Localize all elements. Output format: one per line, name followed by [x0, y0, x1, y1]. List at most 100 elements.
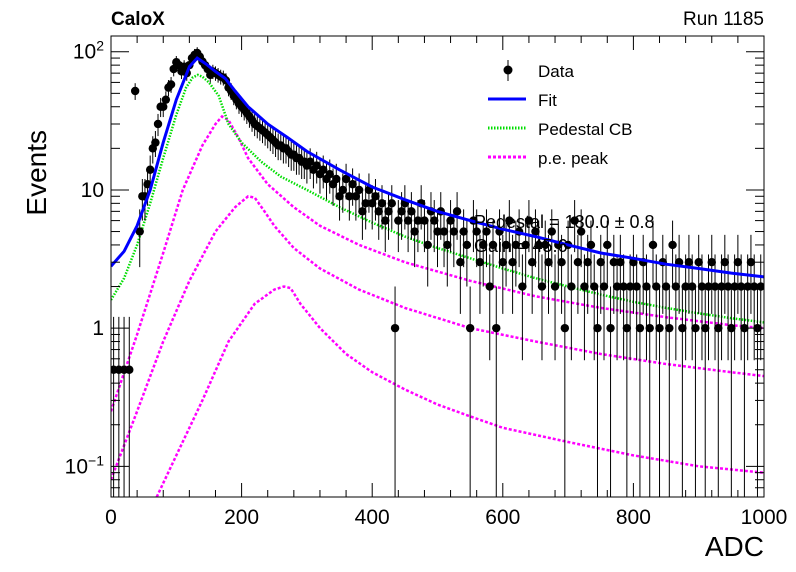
- data-point: [390, 286, 400, 497]
- data-point: [508, 234, 517, 314]
- data-point: [544, 234, 553, 314]
- data-point-marker: [733, 258, 743, 267]
- data-point-marker: [694, 258, 703, 267]
- data-point: [704, 254, 713, 361]
- data-point-marker: [488, 240, 498, 250]
- data-point-marker: [740, 323, 749, 333]
- data-point: [482, 209, 491, 268]
- data-point: [518, 254, 527, 361]
- data-point-marker: [524, 216, 534, 225]
- data-point-marker: [593, 323, 602, 333]
- pe-peak-curve-1: [111, 114, 764, 412]
- data-point: [694, 234, 703, 314]
- data-point-marker: [661, 282, 671, 291]
- pedestal-annotation: Pedestal = 130.0 ± 0.8: [474, 212, 655, 232]
- data-point-marker: [135, 227, 144, 236]
- data-point-marker: [599, 282, 609, 291]
- data-point-marker: [736, 282, 746, 291]
- data-point-marker: [423, 240, 432, 250]
- data-point-marker: [652, 282, 661, 291]
- data-point: [153, 113, 163, 137]
- legend-entry-data: Data: [503, 60, 574, 81]
- data-point: [609, 234, 619, 314]
- x-tick-label: 200: [224, 506, 259, 529]
- data-point: [413, 200, 423, 253]
- data-point-marker: [151, 138, 160, 147]
- data-point-marker: [325, 169, 334, 179]
- data-point-marker: [374, 207, 383, 216]
- data-point: [697, 254, 707, 361]
- data-point-marker: [648, 240, 658, 250]
- data-point-marker: [746, 258, 756, 267]
- x-tick-label: 1000: [741, 506, 788, 529]
- data-point-marker: [590, 282, 599, 291]
- data-point: [374, 192, 383, 240]
- data-point: [384, 192, 393, 240]
- data-point-marker: [153, 119, 163, 129]
- data-point: [560, 286, 570, 497]
- data-point-marker: [750, 282, 759, 291]
- data-point-marker: [462, 240, 472, 250]
- data-point: [541, 220, 550, 287]
- data-points-layer: [111, 47, 764, 497]
- data-point-marker: [452, 207, 462, 216]
- data-point-marker: [606, 323, 615, 333]
- data-point: [456, 234, 465, 314]
- data-point: [550, 254, 560, 361]
- data-point-marker: [567, 282, 576, 291]
- data-point: [485, 254, 494, 361]
- data-point: [501, 220, 511, 287]
- data-point-marker: [420, 216, 429, 225]
- data-point-marker: [511, 240, 521, 250]
- data-point: [586, 220, 596, 287]
- legend-label-fit: Fit: [538, 91, 557, 110]
- data-point: [119, 316, 129, 497]
- data-point-marker: [348, 180, 357, 189]
- data-point: [750, 254, 759, 361]
- data-point-marker: [465, 323, 475, 333]
- data-point-marker: [547, 227, 556, 236]
- data-point-marker: [145, 165, 155, 174]
- data-point-marker: [459, 227, 468, 236]
- plot-frame: [110, 35, 765, 498]
- data-point-marker: [557, 258, 566, 267]
- data-point-marker: [305, 157, 315, 166]
- data-point-marker: [596, 258, 605, 267]
- data-point: [348, 168, 357, 206]
- data-point: [492, 286, 501, 497]
- data-point-marker: [681, 282, 690, 291]
- data-point-marker: [684, 258, 694, 267]
- data-point-marker: [541, 240, 550, 250]
- data-point-marker: [544, 258, 553, 267]
- data-point: [433, 209, 442, 268]
- data-point-marker: [580, 282, 589, 291]
- data-point-marker: [387, 199, 396, 208]
- data-point: [606, 286, 615, 497]
- data-point: [368, 185, 377, 230]
- run-label: Run 1185: [683, 9, 764, 30]
- data-point-marker: [482, 227, 491, 236]
- data-point-marker: [351, 192, 361, 201]
- data-point: [736, 254, 746, 361]
- data-point: [616, 234, 625, 314]
- data-point: [125, 316, 134, 497]
- data-point: [632, 254, 641, 361]
- data-point: [648, 220, 658, 287]
- pe-peak-curve-2: [111, 194, 764, 481]
- data-point: [612, 254, 622, 361]
- data-point-marker: [358, 207, 367, 216]
- x-tick-label: 600: [485, 506, 520, 529]
- data-point-marker: [381, 216, 390, 225]
- data-point: [567, 254, 576, 361]
- data-point: [151, 131, 160, 158]
- data-point-marker: [341, 174, 351, 184]
- data-point-marker: [720, 258, 730, 267]
- data-point: [358, 192, 367, 240]
- data-point-marker: [645, 323, 654, 333]
- data-point-marker: [161, 95, 171, 104]
- data-point-marker: [642, 282, 651, 291]
- data-point: [642, 254, 651, 361]
- experiment-label: CaloX: [111, 9, 165, 30]
- data-point: [740, 286, 749, 497]
